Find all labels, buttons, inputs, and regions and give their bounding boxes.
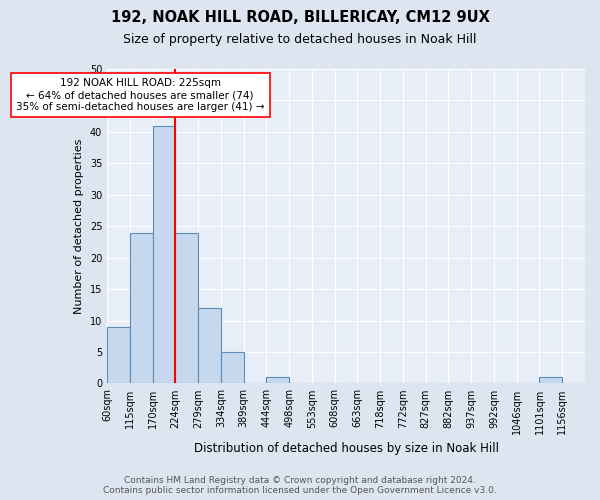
Text: 192 NOAK HILL ROAD: 225sqm
← 64% of detached houses are smaller (74)
35% of semi: 192 NOAK HILL ROAD: 225sqm ← 64% of deta… [16,78,265,112]
Bar [107,327,130,384]
Text: 192, NOAK HILL ROAD, BILLERICAY, CM12 9UX: 192, NOAK HILL ROAD, BILLERICAY, CM12 9U… [110,10,490,25]
Bar [152,126,175,384]
Bar [198,308,221,384]
Bar [539,377,562,384]
Bar [130,232,152,384]
Bar [221,352,244,384]
X-axis label: Distribution of detached houses by size in Noak Hill: Distribution of detached houses by size … [194,442,499,455]
Y-axis label: Number of detached properties: Number of detached properties [74,138,84,314]
Text: Contains HM Land Registry data © Crown copyright and database right 2024.
Contai: Contains HM Land Registry data © Crown c… [103,476,497,495]
Bar [175,232,198,384]
Bar [266,377,289,384]
Text: Size of property relative to detached houses in Noak Hill: Size of property relative to detached ho… [123,32,477,46]
